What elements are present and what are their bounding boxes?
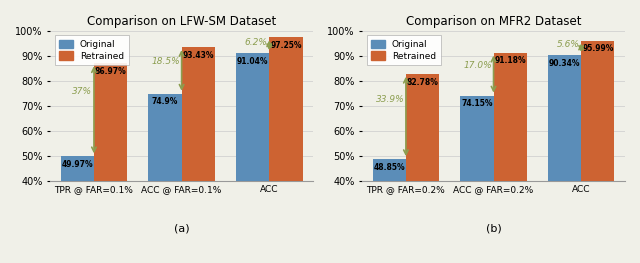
Bar bbox=[581, 41, 614, 263]
Text: 17.0%: 17.0% bbox=[463, 61, 492, 70]
Title: Comparison on MFR2 Dataset: Comparison on MFR2 Dataset bbox=[406, 15, 581, 28]
Bar bbox=[406, 74, 439, 263]
Bar bbox=[182, 47, 215, 263]
Text: 91.18%: 91.18% bbox=[494, 57, 526, 65]
Text: 97.25%: 97.25% bbox=[270, 41, 301, 50]
Text: 74.15%: 74.15% bbox=[461, 99, 493, 108]
Bar bbox=[61, 156, 94, 263]
Text: 49.97%: 49.97% bbox=[61, 160, 93, 169]
Text: 33.9%: 33.9% bbox=[376, 95, 404, 104]
Text: (b): (b) bbox=[486, 224, 501, 234]
Text: 6.2%: 6.2% bbox=[244, 38, 268, 47]
Text: 91.04%: 91.04% bbox=[237, 57, 268, 66]
Text: 93.43%: 93.43% bbox=[182, 51, 214, 60]
Text: 18.5%: 18.5% bbox=[151, 57, 180, 65]
Bar bbox=[236, 53, 269, 263]
Bar bbox=[372, 159, 406, 263]
Text: 5.6%: 5.6% bbox=[557, 41, 579, 49]
Text: (a): (a) bbox=[174, 224, 189, 234]
Legend: Original, Retrained: Original, Retrained bbox=[367, 35, 440, 65]
Text: 82.78%: 82.78% bbox=[406, 78, 438, 87]
Bar bbox=[148, 94, 182, 263]
Text: 48.85%: 48.85% bbox=[373, 163, 405, 172]
Text: 37%: 37% bbox=[72, 87, 92, 96]
Text: 90.34%: 90.34% bbox=[548, 59, 580, 68]
Text: 86.97%: 86.97% bbox=[95, 67, 127, 76]
Text: 74.9%: 74.9% bbox=[152, 97, 178, 107]
Bar bbox=[493, 53, 527, 263]
Bar bbox=[548, 55, 581, 263]
Legend: Original, Retrained: Original, Retrained bbox=[54, 35, 129, 65]
Text: 95.99%: 95.99% bbox=[582, 44, 614, 53]
Title: Comparison on LFW-SM Dataset: Comparison on LFW-SM Dataset bbox=[87, 15, 276, 28]
Bar bbox=[269, 37, 303, 263]
Bar bbox=[94, 63, 127, 263]
Bar bbox=[460, 95, 493, 263]
